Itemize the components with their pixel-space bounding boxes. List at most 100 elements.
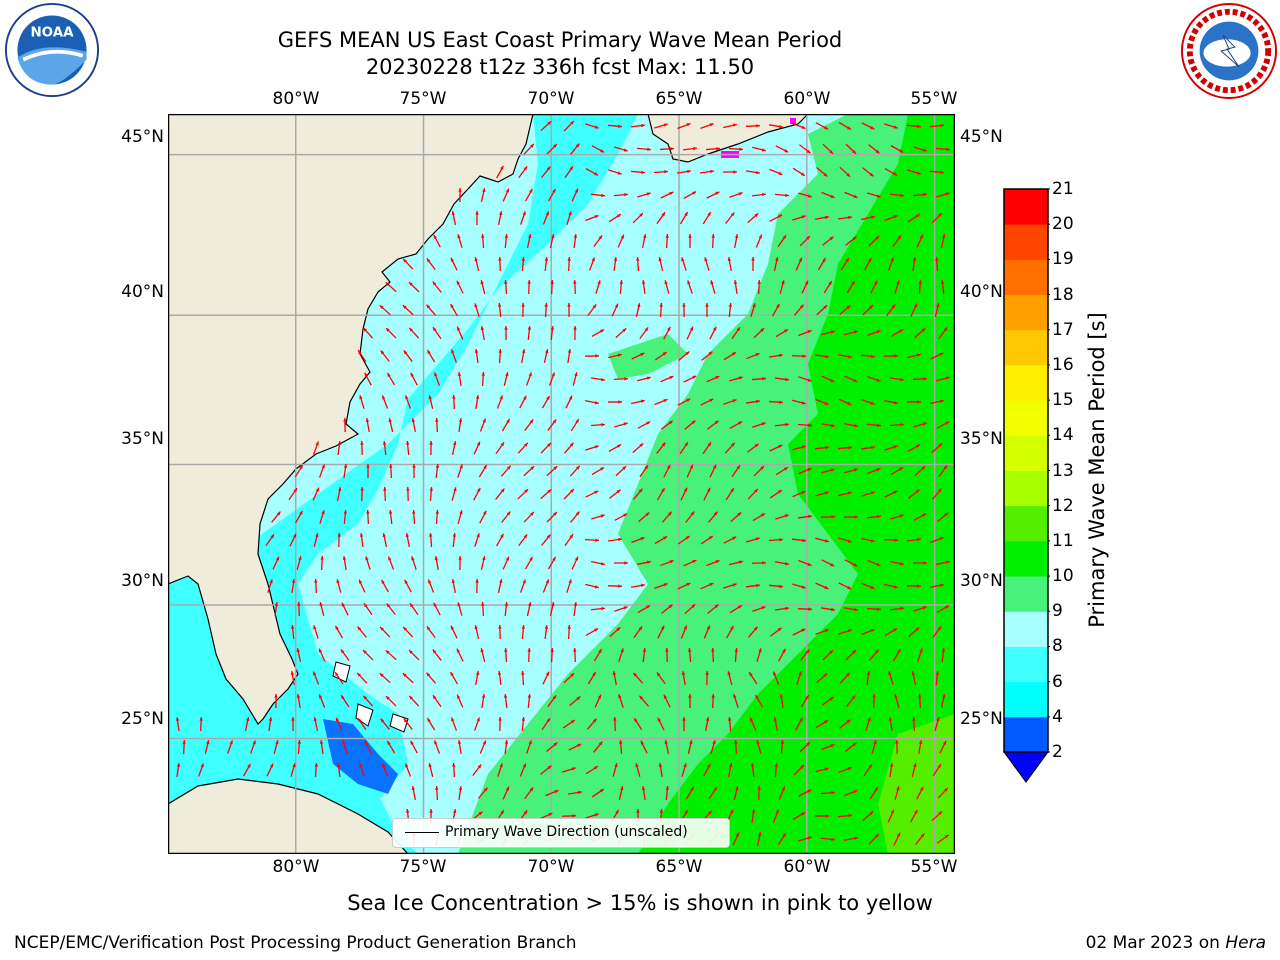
wave-direction-arrow [544,302,548,318]
wave-direction-arrow [497,763,503,777]
wave-direction-arrow [320,555,324,571]
wave-direction-arrow [480,648,486,662]
wave-direction-arrow [892,234,902,248]
wave-direction-arrow [699,169,715,174]
wave-direction-arrow [543,349,549,363]
wave-direction-arrow [612,671,617,685]
wave-direction-arrow [913,513,927,521]
wave-direction-arrow [843,515,859,519]
wave-direction-arrow [523,465,535,477]
wave-direction-arrow [821,191,835,199]
wave-direction-arrow [937,511,949,523]
wave-direction-arrow [865,717,871,731]
wave-direction-arrow [936,604,950,614]
wave-direction-arrow [550,647,554,663]
wave-direction-arrow [918,739,923,755]
wave-direction-arrow [729,604,743,614]
wave-direction-arrow [433,602,441,616]
wave-direction-arrow [550,279,554,295]
wave-direction-arrow [908,626,920,638]
wave-direction-arrow [911,763,917,777]
wave-direction-arrow [837,215,853,220]
wave-direction-arrow [478,464,488,478]
wave-direction-arrow [380,350,390,362]
wave-direction-arrow [894,280,900,294]
sea-ice-note: Sea Ice Concentration > 15% is shown in … [347,891,933,915]
wave-direction-arrow [665,647,669,663]
colorbar-segment [1004,540,1048,577]
wave-direction-arrow [917,648,923,662]
wave-direction-arrow [498,716,502,732]
wave-direction-arrow [711,647,715,663]
wave-direction-arrow [932,763,942,777]
colorbar-tick-label: 21 [1052,179,1074,199]
wave-direction-arrow [615,465,627,477]
wave-direction-arrow [883,354,899,358]
wave-direction-arrow [481,601,485,617]
wave-direction-arrow [427,579,435,593]
wave-direction-arrow [779,280,785,294]
wave-direction-arrow [665,785,670,801]
map-canvas [168,114,955,854]
wave-direction-arrow [814,354,830,359]
wave-direction-arrow [792,583,806,589]
wave-direction-arrow [820,515,836,519]
wave-direction-arrow [682,146,698,151]
wave-direction-arrow [681,257,687,271]
wave-direction-arrow [798,467,812,475]
wave-direction-arrow [861,215,875,221]
wave-direction-arrow [475,671,480,685]
wave-direction-arrow [892,648,902,662]
wave-direction-arrow [450,717,458,731]
wave-direction-arrow [797,514,813,519]
wave-direction-arrow [586,718,598,730]
wave-direction-arrow [890,328,904,338]
wave-direction-arrow [502,786,510,800]
wave-direction-arrow [290,624,295,640]
wave-direction-arrow [334,671,344,685]
wave-direction-arrow [661,604,673,614]
wave-direction-arrow [756,740,762,754]
colorbar-tick-label: 4 [1052,706,1063,727]
wave-direction-arrow [312,671,320,685]
wave-direction-arrow [929,123,945,128]
wave-direction-arrow [379,672,391,684]
colorbar-tick-label: 18 [1052,284,1074,305]
footer-host: Hera [1225,933,1266,953]
wave-direction-arrow [845,649,857,661]
wave-direction-arrow [884,583,898,589]
wave-direction-arrow [405,440,410,456]
lat-label-right-25n: 25°N [960,709,1003,729]
wave-direction-arrow [936,376,950,382]
wave-direction-arrow [451,441,457,455]
wave-direction-arrow [910,809,918,823]
wave-direction-arrow [633,488,643,500]
wave-direction-arrow [912,716,916,732]
wave-direction-arrow [791,538,807,543]
wave-direction-arrow [754,694,764,708]
wave-direction-arrow [884,167,898,177]
wave-direction-arrow [318,648,326,662]
wave-direction-arrow [365,556,371,570]
wave-direction-arrow [450,625,458,639]
colorbar-segment [1004,364,1048,401]
wave-direction-arrow [637,376,651,382]
wave-direction-arrow [940,234,946,248]
wave-direction-arrow [884,214,898,222]
lat-label-left-35n: 35°N [121,429,164,449]
wave-direction-arrow [566,211,572,225]
wave-direction-arrow [547,188,557,202]
wave-direction-arrow [313,717,319,731]
wave-direction-arrow [889,606,905,611]
wave-direction-arrow [843,836,859,841]
wave-direction-arrow [654,398,668,406]
wave-direction-arrow [751,376,767,381]
wave-direction-arrow [931,442,943,454]
wave-direction-arrow [916,234,924,248]
wave-direction-arrow [614,606,628,612]
wave-direction-arrow [774,193,790,198]
wave-direction-arrow [820,607,836,612]
wave-direction-arrow [823,280,833,294]
wave-direction-arrow [686,464,694,478]
wave-direction-arrow [915,833,925,845]
